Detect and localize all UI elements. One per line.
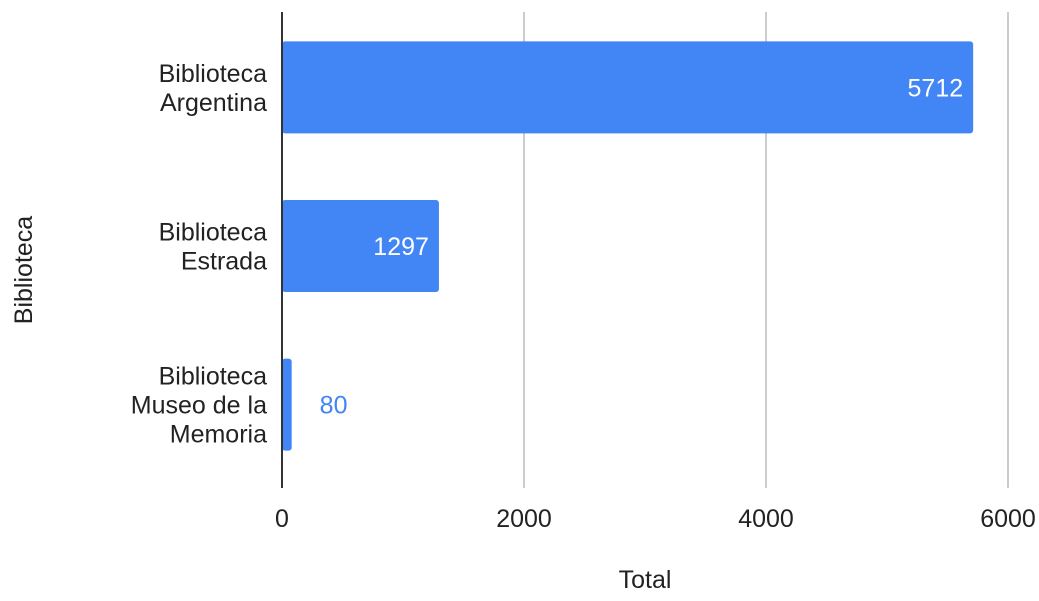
x-tick-label-0: 0 [275, 505, 289, 533]
bar-value-label-1: 5712 [908, 74, 964, 102]
y-axis-title: Biblioteca [10, 216, 38, 324]
x-tick-label-4000: 4000 [738, 505, 794, 533]
x-tick-label-6000: 6000 [980, 505, 1036, 533]
bars: 5712 1297 80 [282, 41, 974, 451]
category-label-line: Memoria [170, 421, 267, 449]
category-label-line: Estrada [181, 248, 267, 276]
category-label-line: Museo de la [131, 392, 267, 420]
category-label-line: Biblioteca [159, 363, 267, 391]
category-label-1: Biblioteca Argentina [159, 60, 267, 117]
bar-value-label-3: 80 [320, 392, 348, 420]
x-tick-labels: 0 2000 4000 6000 [275, 505, 1036, 533]
bar-3 [282, 358, 292, 451]
category-label-line: Argentina [160, 89, 267, 117]
bar-1 [282, 41, 974, 134]
x-tick-label-2000: 2000 [496, 505, 552, 533]
bar-2 [282, 199, 439, 293]
category-label-3: Biblioteca Museo de la Memoria [131, 363, 267, 449]
category-label-2: Biblioteca Estrada [159, 219, 267, 276]
category-label-line: Biblioteca [159, 219, 267, 247]
category-label-line: Biblioteca [159, 60, 267, 88]
bar-value-label-2: 1297 [373, 233, 429, 261]
x-axis-title: Total [619, 566, 672, 594]
